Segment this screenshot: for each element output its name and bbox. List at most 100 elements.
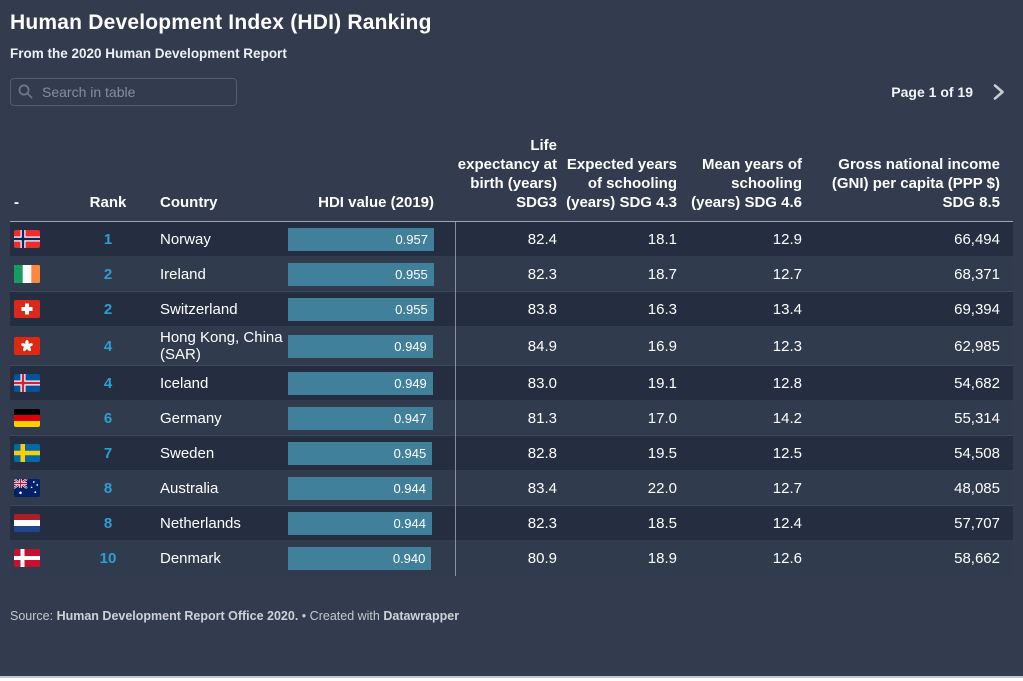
life-expectancy-cell: 82.4 bbox=[455, 221, 565, 257]
hdi-cell: 0.949 bbox=[288, 365, 456, 401]
country-cell: Hong Kong, China (SAR) bbox=[130, 326, 288, 366]
flag-cell bbox=[10, 505, 86, 541]
flag-germany-icon bbox=[14, 409, 40, 428]
gni-cell: 68,371 bbox=[810, 256, 1013, 292]
mean-schooling-cell: 12.8 bbox=[685, 365, 810, 401]
hdi-cell: 0.955 bbox=[288, 256, 456, 292]
flag-norway-icon bbox=[14, 230, 40, 249]
flag-cell bbox=[10, 435, 86, 471]
rank-cell: 7 bbox=[86, 435, 130, 471]
flag-switzerland-icon bbox=[14, 300, 40, 319]
hdi-table: - Rank Country HDI value (2019) Life expecta… bbox=[10, 106, 1013, 576]
rank-cell: 1 bbox=[86, 221, 130, 257]
life-expectancy-cell: 84.9 bbox=[455, 326, 565, 366]
expected-schooling-cell: 16.9 bbox=[565, 326, 685, 366]
search-input[interactable] bbox=[10, 78, 237, 106]
rank-cell: 2 bbox=[86, 256, 130, 292]
table-row: 1 Norway 0.957 82.4 18.1 12.9 66,494 bbox=[10, 221, 1013, 257]
hdi-bar: 0.957 bbox=[288, 227, 434, 251]
flag-australia-icon bbox=[14, 479, 40, 498]
search-box bbox=[10, 78, 237, 106]
country-cell: Denmark bbox=[130, 540, 288, 576]
country-cell: Norway bbox=[130, 221, 288, 257]
expected-schooling-cell: 17.0 bbox=[565, 400, 685, 436]
hdi-bar: 0.949 bbox=[288, 371, 433, 395]
expected-schooling-cell: 22.0 bbox=[565, 470, 685, 506]
column-header-life[interactable]: Life expectancy at birth (years) SDG3 bbox=[455, 106, 565, 222]
column-header-mean[interactable]: Mean years of schooling (years) SDG 4.6 bbox=[685, 106, 810, 222]
chevron-right-icon bbox=[993, 84, 1004, 100]
table-row: 2 Ireland 0.955 82.3 18.7 12.7 68,371 bbox=[10, 256, 1013, 292]
next-page-button[interactable] bbox=[990, 83, 1007, 101]
column-header-expected[interactable]: Expected years of schooling (years) SDG … bbox=[565, 106, 685, 222]
table-row: 4 Iceland 0.949 83.0 19.1 12.8 54,682 bbox=[10, 365, 1013, 401]
flag-cell bbox=[10, 540, 86, 576]
hdi-cell: 0.944 bbox=[288, 470, 456, 506]
country-cell: Iceland bbox=[130, 365, 288, 401]
life-expectancy-cell: 82.3 bbox=[455, 505, 565, 541]
gni-cell: 54,682 bbox=[810, 365, 1013, 401]
datawrapper-brand-link[interactable]: Datawrapper bbox=[383, 608, 460, 623]
created-with-label: Created with bbox=[309, 608, 380, 623]
table-header-row: - Rank Country HDI value (2019) Life expecta… bbox=[10, 106, 1013, 222]
flag-cell bbox=[10, 326, 86, 366]
rank-cell: 8 bbox=[86, 505, 130, 541]
source-name: Human Development Report Office 2020. bbox=[56, 608, 299, 623]
table-row: 4 Hong Kong, China (SAR) 0.949 84.9 16.9 12.3… bbox=[10, 326, 1013, 366]
column-header-hdi[interactable]: HDI value (2019) bbox=[288, 106, 455, 222]
page-title: Human Development Index (HDI) Ranking bbox=[10, 11, 432, 34]
hdi-bar: 0.949 bbox=[288, 334, 433, 358]
page-subtitle: From the 2020 Human Development Report bbox=[10, 46, 287, 61]
flag-cell bbox=[10, 470, 86, 506]
country-cell: Netherlands bbox=[130, 505, 288, 541]
column-header-rank[interactable]: Rank bbox=[86, 106, 130, 222]
hdi-cell: 0.940 bbox=[288, 540, 456, 576]
expected-schooling-cell: 19.1 bbox=[565, 365, 685, 401]
mean-schooling-cell: 12.5 bbox=[685, 435, 810, 471]
source-label: Source: bbox=[10, 608, 54, 623]
gni-cell: 62,985 bbox=[810, 326, 1013, 366]
gni-cell: 55,314 bbox=[810, 400, 1013, 436]
mean-schooling-cell: 14.2 bbox=[685, 400, 810, 436]
column-header-flag[interactable]: - bbox=[10, 106, 86, 222]
gni-cell: 54,508 bbox=[810, 435, 1013, 471]
flag-ireland-icon bbox=[14, 265, 40, 284]
flag-denmark-icon bbox=[14, 549, 40, 568]
embed-bottom-edge bbox=[0, 676, 1023, 681]
flag-sweden-icon bbox=[14, 444, 40, 463]
hdi-cell: 0.957 bbox=[288, 221, 456, 257]
hdi-bar: 0.944 bbox=[288, 511, 432, 535]
table-toolbar: Page 1 of 19 bbox=[10, 78, 1013, 106]
mean-schooling-cell: 12.4 bbox=[685, 505, 810, 541]
life-expectancy-cell: 82.3 bbox=[455, 256, 565, 292]
mean-schooling-cell: 12.6 bbox=[685, 540, 810, 576]
rank-cell: 6 bbox=[86, 400, 130, 436]
flag-cell bbox=[10, 256, 86, 292]
flag-hong-kong-icon bbox=[14, 337, 40, 356]
rank-cell: 4 bbox=[86, 326, 130, 366]
pagination-label: Page 1 of 19 bbox=[891, 84, 973, 100]
pagination: Page 1 of 19 bbox=[891, 83, 1013, 101]
flag-cell bbox=[10, 291, 86, 327]
expected-schooling-cell: 18.9 bbox=[565, 540, 685, 576]
column-header-country[interactable]: Country bbox=[130, 106, 288, 222]
hdi-bar: 0.940 bbox=[288, 546, 432, 570]
country-cell: Switzerland bbox=[130, 291, 288, 327]
life-expectancy-cell: 83.4 bbox=[455, 470, 565, 506]
expected-schooling-cell: 18.5 bbox=[565, 505, 685, 541]
life-expectancy-cell: 81.3 bbox=[455, 400, 565, 436]
flag-cell bbox=[10, 221, 86, 257]
mean-schooling-cell: 12.7 bbox=[685, 470, 810, 506]
country-cell: Germany bbox=[130, 400, 288, 436]
flag-cell bbox=[10, 365, 86, 401]
mean-schooling-cell: 12.7 bbox=[685, 256, 810, 292]
rank-cell: 4 bbox=[86, 365, 130, 401]
hdi-cell: 0.947 bbox=[288, 400, 456, 436]
gni-cell: 57,707 bbox=[810, 505, 1013, 541]
table-row: 2 Switzerland 0.955 83.8 16.3 13.4 69,394 bbox=[10, 291, 1013, 327]
footer-separator: • bbox=[301, 608, 307, 623]
life-expectancy-cell: 83.8 bbox=[455, 291, 565, 327]
life-expectancy-cell: 80.9 bbox=[455, 540, 565, 576]
column-header-gni[interactable]: Gross national income (GNI) per capita (… bbox=[810, 106, 1013, 222]
hdi-cell: 0.949 bbox=[288, 326, 456, 366]
